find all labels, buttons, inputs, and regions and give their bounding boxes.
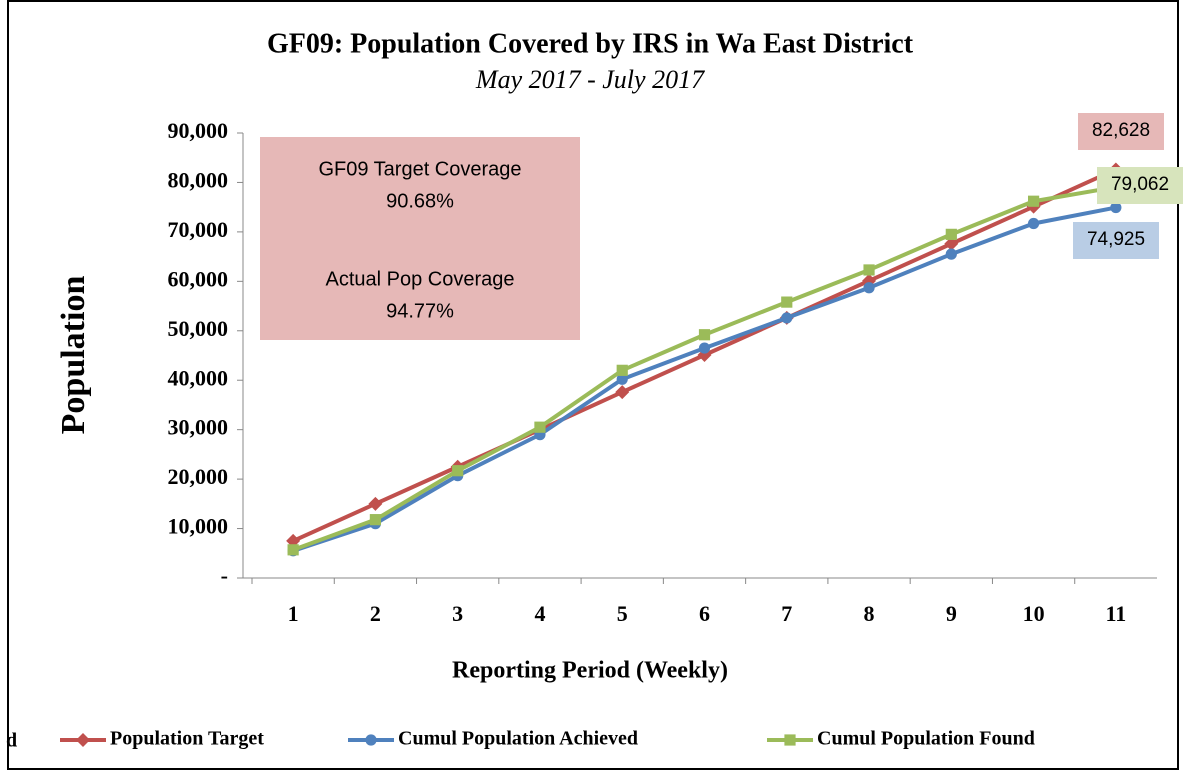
data-label: 79,062 bbox=[1111, 174, 1169, 195]
marker-circle bbox=[863, 282, 875, 294]
data-label: 74,925 bbox=[1087, 229, 1145, 250]
marker-circle bbox=[945, 248, 957, 260]
data-label-box bbox=[1073, 222, 1159, 259]
x-tick-label: 5 bbox=[617, 601, 628, 626]
annotation-text: 90.68% bbox=[386, 190, 454, 212]
x-tick-label: 9 bbox=[946, 601, 957, 626]
y-tick-label: 90,000 bbox=[168, 118, 229, 143]
fragment-text: d bbox=[6, 730, 17, 752]
x-tick-label: 10 bbox=[1023, 601, 1045, 626]
marker-circle bbox=[616, 373, 628, 385]
y-tick-label: 30,000 bbox=[168, 415, 229, 440]
x-tick-label: 2 bbox=[370, 601, 381, 626]
legend-marker bbox=[784, 734, 796, 746]
y-tick-label: 40,000 bbox=[168, 365, 229, 390]
annotation-text: 94.77% bbox=[386, 300, 454, 322]
legend-label: Cumul Population Achieved bbox=[398, 728, 638, 750]
x-tick-label: 7 bbox=[781, 601, 792, 626]
y-tick-label: 60,000 bbox=[168, 266, 229, 291]
marker-square bbox=[616, 364, 628, 376]
x-tick-label: 4 bbox=[534, 601, 545, 626]
y-tick-label: 80,000 bbox=[168, 167, 229, 192]
data-label-box bbox=[1078, 113, 1164, 150]
marker-diamond bbox=[615, 385, 630, 400]
y-tick-label: 10,000 bbox=[168, 514, 229, 539]
x-tick-label: 8 bbox=[864, 601, 875, 626]
marker-diamond bbox=[944, 236, 959, 251]
marker-square bbox=[369, 514, 382, 526]
y-tick-label: 70,000 bbox=[168, 217, 229, 242]
marker-square bbox=[781, 296, 793, 308]
y-tick-label: 50,000 bbox=[168, 316, 229, 341]
legend-marker bbox=[76, 733, 90, 747]
marker-diamond bbox=[368, 496, 383, 511]
y-tick-label: 20,000 bbox=[168, 464, 229, 489]
chart-subtitle: May 2017 - July 2017 bbox=[475, 65, 705, 94]
x-tick-label: 11 bbox=[1105, 601, 1126, 626]
marker-square bbox=[287, 544, 299, 556]
y-axis-label: Population bbox=[55, 276, 92, 435]
x-tick-label: 3 bbox=[452, 601, 463, 626]
frame bbox=[7, 0, 1179, 770]
annotation-box bbox=[260, 137, 580, 340]
y-tick-label: - bbox=[221, 563, 228, 588]
annotation-text: Actual Pop Coverage bbox=[325, 268, 514, 290]
marker-square bbox=[945, 228, 957, 240]
annotation-text: GF09 Target Coverage bbox=[318, 158, 521, 180]
marker-circle bbox=[1110, 201, 1122, 214]
legend-marker bbox=[365, 734, 377, 746]
marker-square bbox=[452, 465, 464, 477]
legend-label: Population Target bbox=[110, 728, 264, 750]
marker-circle bbox=[1027, 217, 1040, 230]
marker-square bbox=[698, 329, 711, 341]
marker-circle bbox=[781, 312, 793, 324]
data-label: 82,628 bbox=[1092, 120, 1150, 141]
data-label-box bbox=[1097, 167, 1183, 204]
marker-square bbox=[1027, 195, 1040, 207]
x-tick-label: 6 bbox=[699, 601, 710, 626]
legend-label: Cumul Population Found bbox=[817, 728, 1035, 750]
marker-circle bbox=[698, 342, 711, 354]
x-tick-label: 1 bbox=[288, 601, 299, 626]
marker-square bbox=[534, 421, 546, 433]
chart-title: GF09: Population Covered by IRS in Wa Ea… bbox=[267, 28, 914, 59]
x-axis-label: Reporting Period (Weekly) bbox=[452, 658, 728, 684]
marker-square bbox=[863, 264, 875, 276]
